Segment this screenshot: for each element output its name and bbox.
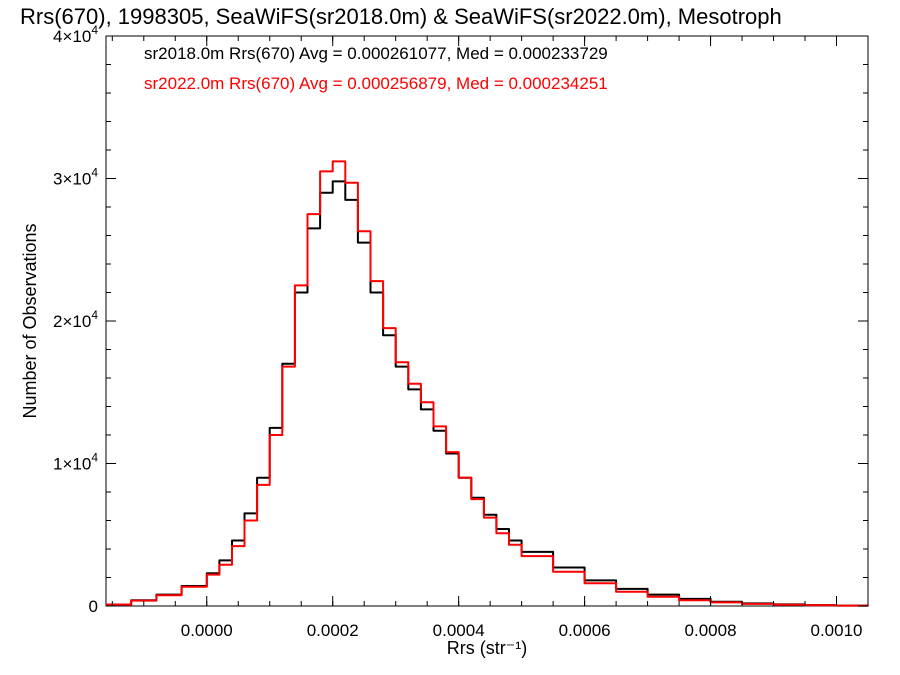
x-tick-label: 0.0000 xyxy=(181,621,233,640)
series-layer xyxy=(106,160,869,607)
plot-frame xyxy=(105,35,869,607)
y-tick-label: 4×104 xyxy=(53,23,98,46)
y-tick-label: 0 xyxy=(89,597,98,616)
series-line-1 xyxy=(106,180,869,607)
x-tick-labels: 0.0000 0.0002 0.0004 0.0006 0.0008 0.0010 xyxy=(181,621,863,640)
y-tick-label: 3×104 xyxy=(53,166,98,189)
tick-layer xyxy=(106,35,868,607)
y-axis-label: Number of Observations xyxy=(20,223,40,418)
legend-entry-1: sr2018.0m Rrs(670) Avg = 0.000261077, Me… xyxy=(144,44,608,63)
x-tick-label: 0.0002 xyxy=(307,621,359,640)
x-tick-label: 0.0008 xyxy=(685,621,737,640)
y-tick-label: 1×104 xyxy=(53,451,98,474)
x-tick-label: 0.0006 xyxy=(559,621,611,640)
x-tick-label: 0.0010 xyxy=(811,621,863,640)
series-line-2 xyxy=(106,160,869,607)
x-tick-label: 0.0004 xyxy=(433,621,485,640)
y-tick-label: 2×104 xyxy=(53,308,98,331)
y-tick-labels: 0 1×104 2×104 3×104 4×104 xyxy=(53,23,98,616)
chart-title: Rrs(670), 1998305, SeaWiFS(sr2018.0m) & … xyxy=(20,4,782,29)
x-axis-label: Rrs (str⁻¹) xyxy=(447,638,527,658)
legend-entry-2: sr2022.0m Rrs(670) Avg = 0.000256879, Me… xyxy=(144,74,608,93)
